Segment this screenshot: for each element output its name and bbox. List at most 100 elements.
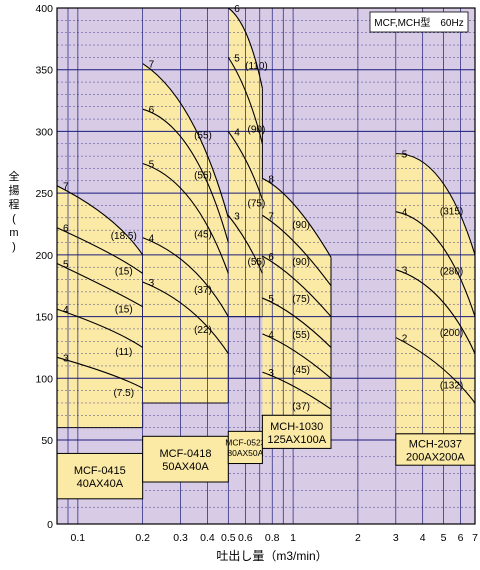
power-label: (132) bbox=[440, 380, 463, 391]
stage-label: 8 bbox=[268, 174, 274, 185]
y-axis-label: 全揚程(m) bbox=[9, 169, 20, 253]
head-curve bbox=[142, 237, 229, 317]
head-curve bbox=[262, 255, 332, 317]
chart-title-box: MCF,MCH型 60Hz bbox=[369, 11, 469, 33]
power-label: (90) bbox=[292, 257, 310, 268]
y-tick-label: 400 bbox=[35, 3, 53, 15]
y-tick-label: 200 bbox=[35, 250, 53, 262]
y-tick-label: 350 bbox=[35, 65, 53, 77]
stage-label: 3 bbox=[402, 266, 408, 277]
stage-label: 7 bbox=[149, 60, 155, 71]
power-label: (37) bbox=[194, 285, 212, 296]
region-fill bbox=[57, 185, 143, 428]
stage-label: 5 bbox=[402, 150, 408, 161]
head-curve bbox=[262, 214, 332, 287]
head-curve bbox=[227, 7, 263, 89]
region-label-box bbox=[56, 452, 144, 500]
power-label: (55) bbox=[248, 257, 266, 268]
x-tick-label: 0.4 bbox=[200, 532, 215, 544]
stage-label: 3 bbox=[63, 353, 69, 364]
x-tick-label: 0.5 bbox=[221, 532, 236, 544]
region-fill bbox=[142, 63, 229, 403]
x-tick-label: 5 bbox=[441, 532, 447, 544]
head-curve bbox=[56, 356, 143, 389]
stage-label: 4 bbox=[268, 330, 274, 341]
head-curve bbox=[262, 177, 332, 258]
x-tick-label: 6 bbox=[458, 532, 464, 544]
power-label: (7.5) bbox=[113, 388, 134, 399]
power-label: (110) bbox=[245, 61, 268, 72]
stage-label: 7 bbox=[268, 211, 274, 222]
head-curve bbox=[262, 297, 332, 348]
y-tick-label: 300 bbox=[35, 126, 53, 138]
x-tick-label: 0.3 bbox=[173, 532, 188, 544]
power-label: (55) bbox=[194, 171, 212, 182]
plot-frame bbox=[56, 7, 476, 525]
x-tick-label: 0.1 bbox=[71, 532, 86, 544]
power-label: (15) bbox=[115, 266, 133, 277]
head-curve bbox=[395, 153, 476, 256]
head-curve bbox=[395, 337, 476, 404]
model-name: MCH-1030 bbox=[270, 421, 323, 433]
power-label: (75) bbox=[292, 294, 310, 305]
y-tick-label: 50 bbox=[41, 435, 53, 447]
head-curve bbox=[262, 371, 332, 410]
y-tick-label: 100 bbox=[35, 373, 53, 385]
model-name: MCH-2037 bbox=[409, 439, 462, 451]
power-label: (37) bbox=[292, 401, 310, 412]
stage-label: 3 bbox=[149, 278, 155, 289]
power-label: (22) bbox=[194, 325, 212, 336]
stage-label: 5 bbox=[149, 160, 155, 171]
power-label: (11) bbox=[115, 347, 132, 358]
model-name: MCF-0523 bbox=[225, 437, 265, 447]
power-label: (200) bbox=[440, 328, 463, 339]
head-curve bbox=[227, 215, 263, 274]
power-label: (55) bbox=[194, 131, 212, 142]
chart-title: MCF,MCH型 60Hz bbox=[374, 16, 463, 29]
head-curve bbox=[142, 162, 229, 274]
head-curve bbox=[227, 131, 263, 200]
model-size: 125AX100A bbox=[267, 434, 326, 446]
head-curve bbox=[142, 281, 229, 354]
stage-label: 4 bbox=[63, 305, 69, 316]
model-size: 40AX40A bbox=[77, 478, 124, 490]
power-label: (15) bbox=[115, 305, 133, 316]
x-tick-label: 7 bbox=[472, 532, 478, 544]
model-size: 80AX50A bbox=[227, 448, 263, 458]
stage-label: 5 bbox=[268, 294, 274, 305]
stage-label: 5 bbox=[234, 53, 240, 64]
head-curve bbox=[56, 262, 143, 308]
power-label: (45) bbox=[292, 365, 310, 376]
power-label: (45) bbox=[194, 229, 212, 240]
x-tick-label: 4 bbox=[420, 532, 426, 544]
head-curve bbox=[56, 227, 143, 274]
stage-label: 6 bbox=[268, 252, 274, 263]
x-tick-label: 0.8 bbox=[265, 532, 280, 544]
x-tick-label: 0.6 bbox=[238, 532, 253, 544]
stage-label: 3 bbox=[234, 211, 240, 222]
head-curve bbox=[56, 185, 144, 256]
model-name: MCF-0415 bbox=[74, 465, 126, 477]
head-curve bbox=[227, 57, 263, 144]
x-tick-label: 0.2 bbox=[135, 532, 150, 544]
power-label: (18.5) bbox=[111, 231, 137, 242]
region-fill bbox=[262, 178, 332, 416]
head-curve bbox=[56, 308, 143, 348]
stage-label: 7 bbox=[63, 182, 69, 193]
stage-label: 6 bbox=[149, 105, 155, 116]
head-curve bbox=[395, 269, 476, 354]
stage-label: 2 bbox=[402, 334, 408, 345]
power-label: (75) bbox=[248, 198, 266, 209]
power-label: (280) bbox=[440, 266, 463, 277]
x-tick-label: 1 bbox=[290, 532, 296, 544]
stage-label: 4 bbox=[149, 234, 155, 245]
head-curve bbox=[142, 63, 229, 218]
stage-label: 3 bbox=[268, 368, 274, 379]
power-label: (55) bbox=[292, 330, 310, 341]
stage-label: 6 bbox=[63, 224, 69, 235]
x-tick-label: 3 bbox=[393, 532, 399, 544]
stage-label: 6 bbox=[234, 4, 240, 15]
